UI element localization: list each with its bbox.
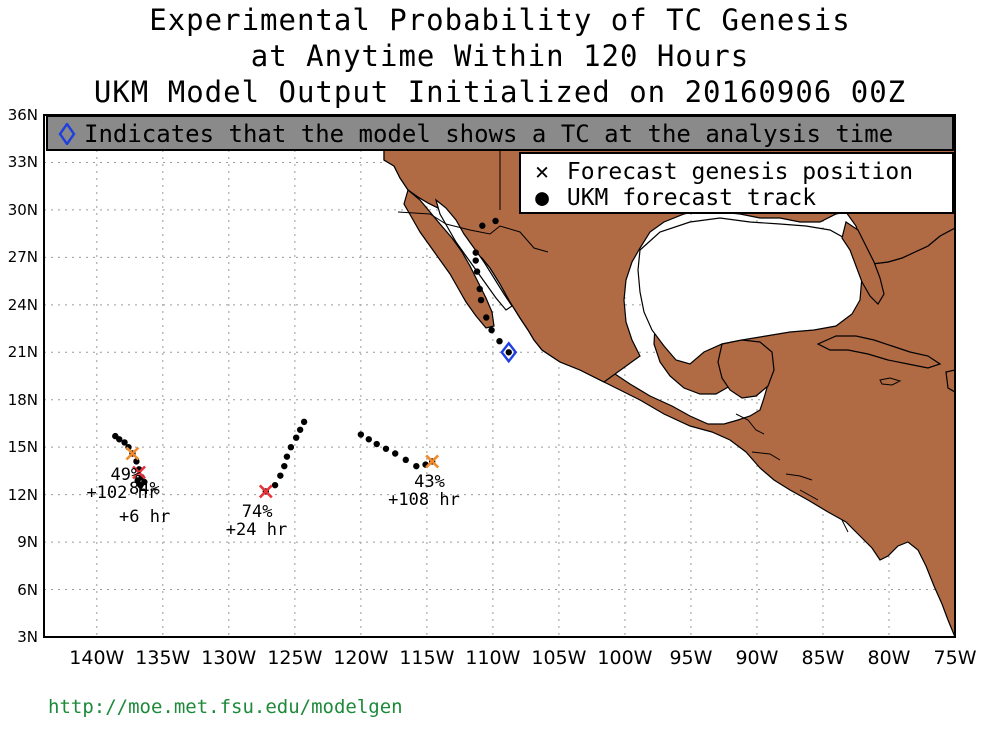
lon-label: 100W (597, 647, 653, 669)
lat-label: 6N (17, 580, 38, 599)
track-point (357, 431, 365, 438)
track-point (488, 326, 495, 334)
title-line-2: at Anytime Within 120 Hours (250, 39, 750, 73)
genesis-markers (125, 341, 518, 499)
track-point (391, 450, 399, 457)
genesis-cross (258, 484, 273, 499)
lon-label: 95W (669, 647, 713, 669)
track-point (277, 472, 284, 479)
lon-label: 90W (735, 647, 779, 669)
track-point (292, 434, 300, 441)
lat-label: 27N (7, 248, 38, 267)
analysis-tc-diamond (500, 341, 518, 364)
land-yucatan (717, 339, 775, 399)
title-line-1: Experimental Probability of TC Genesis (149, 3, 851, 37)
track-point (477, 296, 485, 304)
track-point (116, 436, 123, 443)
track-point (505, 349, 512, 356)
genesis-lead-time: +102 hr (86, 482, 159, 503)
track-point (283, 453, 291, 460)
dot-icon: ● (535, 185, 549, 211)
lon-label: 130W (201, 647, 257, 669)
lat-label: 3N (17, 628, 38, 646)
track-point (287, 443, 295, 451)
lon-label: 110W (465, 647, 521, 669)
genesis-lead-time: +108 hr (388, 490, 460, 511)
genesis-cross (425, 454, 440, 469)
track-point (300, 418, 308, 426)
genesis-probability: 49% (110, 464, 142, 485)
track-point (476, 285, 483, 293)
land-hispaniola (945, 369, 955, 393)
land-jamaica (879, 377, 902, 386)
track-point (473, 268, 481, 275)
track-point (483, 314, 490, 321)
lon-label: 140W (69, 647, 125, 669)
lat-label: 24N (7, 295, 38, 314)
track-point (134, 477, 141, 484)
lon-label: 135W (135, 647, 191, 669)
analysis-info-bar: Indicates that the model shows a TC at t… (46, 115, 954, 151)
genesis-probability: 84% (129, 479, 160, 500)
track-point (365, 436, 372, 443)
lat-label: 9N (17, 533, 38, 552)
lat-label: 30N (7, 200, 38, 219)
map-legend: ✕ Forecast genesis position ● UKM foreca… (519, 152, 954, 214)
track-point (492, 217, 499, 225)
track-point (121, 439, 128, 446)
genesis-lead-time: +24 hr (225, 520, 288, 541)
track-point (296, 426, 304, 433)
genesis-cross (132, 465, 146, 480)
track-point (137, 481, 144, 489)
lat-label: 15N (7, 438, 38, 457)
lat-label: 21N (7, 343, 38, 362)
lat-label: 12N (7, 485, 38, 504)
track-point (472, 249, 479, 256)
footer-link[interactable]: http://moe.met.fsu.edu/modelgen (48, 696, 403, 718)
genesis-lead-time: +6 hr (119, 507, 171, 528)
genesis-cross (125, 446, 140, 461)
track-point (281, 462, 288, 470)
lon-label: 120W (333, 647, 389, 669)
track-point (271, 481, 279, 489)
track-point (496, 338, 503, 345)
lon-label: 125W (267, 647, 323, 669)
land-cuba (816, 335, 942, 369)
legend-genesis-row: ✕ Forecast genesis position (531, 158, 913, 186)
lat-label: 36N (7, 106, 38, 124)
track-point (373, 440, 380, 448)
title-line-3: UKM Model Output Initialized on 20160906… (93, 75, 907, 109)
legend-track-row: ● UKM forecast track (531, 184, 816, 212)
lon-label: 75W (933, 647, 977, 669)
lat-label: 33N (7, 153, 38, 172)
land-baja-california (403, 188, 495, 329)
cross-icon: ✕ (535, 159, 549, 185)
lon-label: 85W (801, 647, 845, 669)
lon-label: 80W (867, 647, 911, 669)
info-bar-text: Indicates that the model shows a TC at t… (84, 120, 894, 148)
land-florida (841, 221, 885, 305)
lat-label: 18N (7, 390, 38, 409)
legend-track-label: UKM forecast track (566, 185, 817, 211)
forecast-tracks (112, 217, 512, 495)
track-point (413, 462, 420, 470)
track-point (402, 456, 409, 464)
track-point (472, 257, 479, 264)
gulf-of-mexico (637, 217, 863, 365)
country-borders (397, 150, 849, 533)
track-point (479, 222, 486, 229)
genesis-probability: 43% (414, 472, 445, 493)
legend-genesis-label: Forecast genesis position (566, 159, 914, 185)
lon-label: 115W (399, 647, 455, 669)
genesis-probability: 74% (241, 502, 273, 523)
diamond-icon (58, 123, 76, 145)
track-point (382, 445, 390, 452)
lon-label: 105W (531, 647, 587, 669)
